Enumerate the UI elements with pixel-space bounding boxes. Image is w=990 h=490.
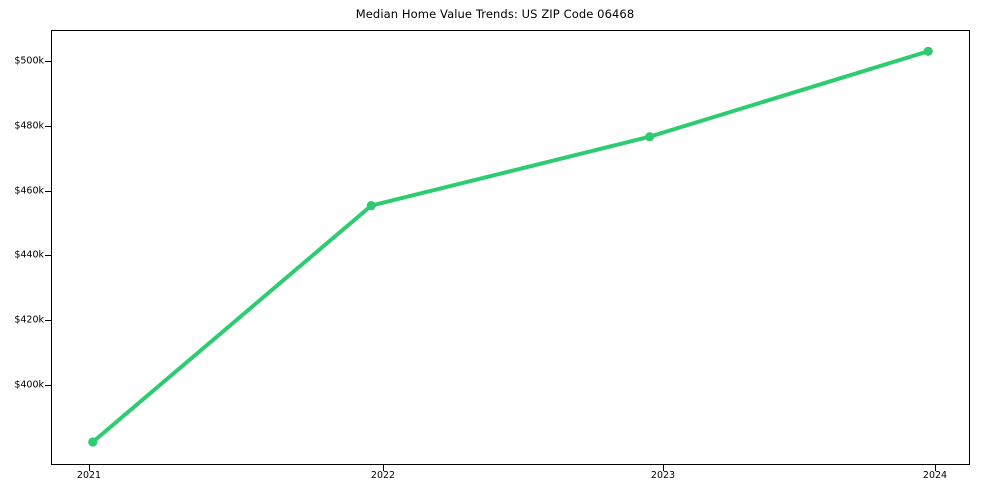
x-axis-tick-label: 2022 bbox=[370, 470, 396, 481]
y-axis-tick-label: $500k bbox=[14, 55, 44, 67]
y-axis-tick-label: $440k bbox=[14, 249, 44, 261]
data-point-marker bbox=[366, 201, 376, 211]
data-point-marker bbox=[923, 46, 933, 56]
x-axis-tick-label: 2021 bbox=[76, 470, 102, 481]
y-axis-tick-labels: $500k $480k $460k $440k $420k $400k bbox=[0, 0, 44, 490]
data-point-marker bbox=[645, 132, 655, 142]
x-axis-tick-label: 2024 bbox=[922, 470, 948, 481]
data-series-line bbox=[90, 49, 931, 444]
plot-area-frame bbox=[51, 30, 970, 465]
y-axis-tick-label: $480k bbox=[14, 120, 44, 132]
x-axis-tick-label: 2023 bbox=[650, 470, 676, 481]
y-axis-tick-label: $400k bbox=[14, 379, 44, 391]
data-point-marker bbox=[88, 437, 98, 447]
y-axis-tick-label: $460k bbox=[14, 185, 44, 197]
y-axis-tick-label: $420k bbox=[14, 314, 44, 326]
line-chart-plot bbox=[88, 46, 933, 447]
chart-title: Median Home Value Trends: US ZIP Code 06… bbox=[355, 7, 635, 21]
